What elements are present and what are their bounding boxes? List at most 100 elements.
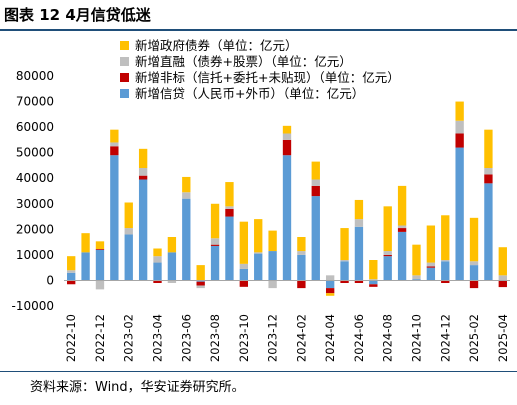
x-tick-label: 2023-02 (122, 314, 136, 362)
bar-segment (67, 270, 76, 273)
x-tick-label: 2024-10 (409, 314, 423, 362)
x-tick-label: 2023-04 (151, 314, 165, 362)
bar-stack (153, 248, 162, 283)
x-tick-label: 2025-02 (467, 314, 481, 362)
bar-segment (311, 179, 320, 186)
stacked-bar-chart: 新增政府债券（单位：亿元）新增直融（债券+股票）（单位：亿元）新增非标（信托+委… (11, 38, 510, 362)
bar-segment (95, 280, 105, 290)
bar-segment (498, 280, 507, 288)
bar-segment (153, 262, 162, 281)
chart-title: 图表 12 4月信贷低迷 (4, 6, 151, 24)
bar-segment (455, 133, 464, 148)
bar-stack (441, 215, 450, 283)
bar-segment (268, 251, 277, 281)
bar-segment (167, 252, 177, 281)
bar-segment (196, 280, 205, 282)
y-tick-label: 70000 (16, 95, 54, 109)
bar-segment (354, 199, 364, 220)
bar-stack (95, 241, 105, 290)
bar-segment (153, 256, 162, 263)
y-tick-label: -10000 (11, 299, 54, 313)
bar-segment (383, 254, 392, 257)
source-note: 资料来源：Wind，华安证券研究所。 (30, 380, 245, 395)
bar-stack (325, 275, 335, 296)
y-tick-label: 60000 (16, 120, 54, 134)
bar-segment (426, 267, 436, 281)
bar-stack (167, 237, 177, 283)
y-axis: -10000 0 10000 20000 30000 40000 50000 60000 700… (11, 69, 54, 313)
bar-stack (225, 182, 234, 281)
bar-segment (268, 230, 277, 252)
bar-segment (441, 280, 450, 283)
y-tick-label: 40000 (16, 171, 54, 185)
bar-segment (426, 225, 436, 263)
bar-segment (110, 142, 119, 147)
bar-segment (397, 231, 407, 281)
legend-swatch (120, 57, 129, 66)
bar-segment (397, 185, 407, 226)
bar-segment (412, 279, 421, 281)
bar-stack (297, 237, 306, 289)
x-tick-label: 2024-02 (294, 314, 308, 362)
bar-segment (426, 262, 436, 267)
title-divider (0, 29, 517, 31)
bar-segment (369, 280, 378, 285)
bar-segment (124, 234, 133, 281)
bar-segment (110, 146, 119, 156)
bar-segment (67, 256, 76, 271)
bar-segment (210, 245, 220, 281)
bar-stack (498, 247, 507, 288)
x-tick-label: 2023-12 (266, 314, 280, 362)
bar-segment (196, 265, 205, 281)
y-tick-label: 30000 (16, 197, 54, 211)
bar-segment (239, 268, 249, 281)
bar-stack (254, 219, 263, 281)
x-tick-label: 2024-12 (438, 314, 452, 362)
bar-segment (325, 275, 335, 281)
bar-segment (340, 260, 349, 262)
y-tick-label: 20000 (16, 222, 54, 236)
bar-segment (196, 285, 205, 289)
bar-stack (397, 185, 407, 281)
bar-segment (81, 233, 90, 253)
bar-segment (153, 280, 162, 283)
bar-segment (412, 244, 421, 276)
bar-segment (484, 174, 493, 184)
bar-stack (282, 125, 292, 281)
bar-segment (81, 252, 90, 281)
x-tick-label: 2025-04 (496, 314, 510, 362)
bar-stack (426, 225, 436, 281)
bar-segment (67, 280, 76, 285)
bar-segment (153, 248, 162, 257)
bar-segment (498, 275, 507, 281)
bar-segment (210, 238, 220, 245)
x-tick-label: 2023-08 (208, 314, 222, 362)
x-tick-label: 2022-10 (64, 314, 78, 362)
legend-item: 新增直融（债券+股票）（单位：亿元） (120, 54, 352, 69)
bar-segment (484, 183, 493, 281)
bar-segment (95, 249, 105, 250)
legend-label: 新增信贷（人民币+外币）（单位：亿元） (135, 86, 364, 101)
legend: 新增政府债券（单位：亿元）新增直融（债券+股票）（单位：亿元）新增非标（信托+委… (120, 38, 400, 101)
bar-segment (369, 279, 378, 281)
bar-stack (340, 228, 349, 283)
bar-stack (196, 265, 205, 289)
bar-segment (225, 216, 234, 281)
bar-segment (441, 261, 450, 281)
bar-segment (67, 272, 76, 281)
y-tick-label: 50000 (16, 146, 54, 160)
bar-segment (383, 256, 392, 281)
bar-stack (239, 221, 249, 287)
bar-segment (455, 101, 464, 121)
bar-segment (469, 261, 479, 266)
bar-segment (469, 265, 479, 281)
bar-segment (354, 226, 364, 281)
bar-segment (225, 182, 234, 207)
bar-segment (469, 217, 479, 262)
bar-segment (369, 260, 378, 280)
bar-segment (311, 161, 320, 180)
bar-segment (282, 125, 292, 134)
bar-segment (210, 203, 220, 239)
y-tick-label: 80000 (16, 69, 54, 83)
bar-segment (138, 179, 148, 281)
